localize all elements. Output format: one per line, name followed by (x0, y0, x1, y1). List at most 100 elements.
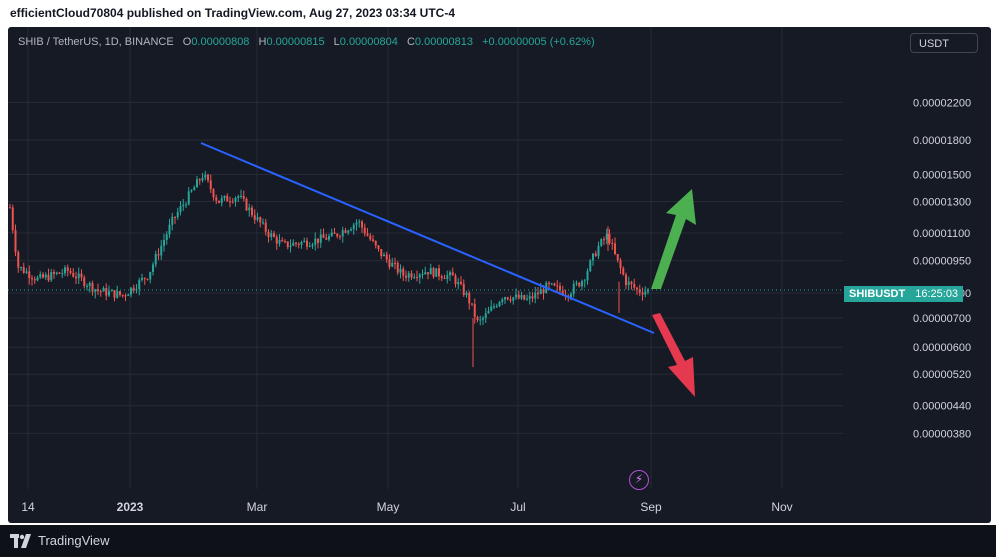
candle-body (619, 260, 622, 269)
x-tick-label: Mar (247, 500, 268, 514)
candle-body (64, 267, 66, 274)
candle-body (638, 289, 641, 293)
legend-symbol[interactable]: SHIB / TetherUS, 1D, BINANCE (18, 36, 174, 48)
candle-body (515, 294, 517, 298)
currency-button[interactable]: USDT (910, 33, 978, 53)
candle-body (614, 243, 616, 254)
candle-body (341, 230, 344, 237)
chart-panel[interactable]: 0.00002200 0.00001800 0.00001500 0.00001300… (8, 27, 991, 523)
candle-body (127, 294, 130, 296)
candle-body (644, 291, 647, 295)
candle-body (160, 245, 163, 256)
candle-body (308, 246, 311, 248)
candle-body (482, 317, 484, 320)
candle-body (193, 187, 196, 191)
candle-body (484, 313, 487, 318)
candle-body (99, 291, 102, 293)
candle-body (572, 284, 575, 294)
candle-body (146, 279, 149, 281)
candle-body (163, 240, 165, 246)
candle-body (462, 283, 465, 296)
candle-body (80, 273, 83, 278)
candle-body (182, 204, 185, 207)
candle-body (498, 301, 501, 307)
candle-body (627, 281, 630, 285)
candle-body (259, 217, 262, 223)
candle-body (317, 238, 319, 243)
candle-body (495, 306, 498, 308)
candle-body (322, 234, 325, 238)
candle-body (53, 271, 55, 274)
footer-bar: TradingView (0, 525, 996, 557)
candle-body (91, 282, 94, 292)
candle-body (611, 243, 614, 245)
candle-body (25, 271, 28, 273)
candle-body (33, 279, 36, 281)
candle-body (468, 292, 471, 304)
y-tick-label: 0.00002200 (913, 97, 971, 109)
up-arrow[interactable] (651, 189, 696, 289)
candle-body (506, 297, 509, 300)
candle-body (435, 268, 438, 277)
candle-body (355, 222, 358, 225)
candle-body (69, 270, 72, 273)
candle-body (209, 180, 212, 190)
candle-body (625, 274, 627, 285)
down-arrow[interactable] (652, 313, 695, 397)
candle-body (86, 286, 88, 288)
candle-body (509, 299, 512, 301)
candle-body (278, 240, 281, 244)
x-tick-label: Sep (640, 500, 662, 514)
chart-canvas[interactable]: 0.00002200 0.00001800 0.00001500 0.00001300… (8, 27, 991, 523)
candle-body (132, 287, 135, 291)
candle-body (622, 268, 625, 275)
candle-body (42, 274, 44, 278)
candle-body (97, 289, 99, 292)
candle-body (226, 195, 229, 202)
candle-body (517, 294, 520, 299)
candle-body (130, 287, 132, 295)
lightning-event-icon[interactable]: ⚡ (629, 470, 649, 490)
candle-body (443, 277, 446, 279)
candle-body (116, 291, 119, 298)
candle-body (212, 189, 215, 198)
candle-body (248, 207, 251, 211)
candle-body (292, 242, 295, 246)
candle-body (11, 207, 14, 231)
candle-body (281, 240, 284, 242)
candle-body (407, 273, 410, 278)
candle-body (328, 236, 330, 240)
candle-body (473, 303, 476, 317)
candle-body (168, 224, 171, 235)
candle-body (289, 245, 292, 248)
candle-body (336, 233, 339, 237)
candle-body (204, 174, 207, 178)
candle-body (366, 233, 369, 236)
candle-body (361, 221, 363, 228)
candle-body (350, 229, 352, 231)
candle-body (105, 287, 108, 296)
x-tick-label: Jul (510, 500, 525, 514)
x-tick-label: 14 (21, 500, 35, 514)
candle-body (119, 291, 121, 295)
candle-body (9, 207, 11, 209)
candle-body (592, 253, 594, 261)
candle-body (171, 216, 174, 225)
candle-body (314, 238, 317, 245)
candle-body (633, 283, 636, 288)
candle-body (198, 179, 201, 181)
candle-body (523, 295, 526, 300)
x-tick-label: May (377, 500, 400, 514)
tradingview-logo[interactable]: TradingView (10, 533, 110, 548)
candle-body (636, 287, 638, 290)
candle-body (31, 278, 33, 280)
candle-body (121, 294, 124, 296)
y-tick-label: 0.00001300 (913, 196, 971, 208)
candle-body (185, 204, 187, 206)
y-tick-label: 0.00001500 (913, 170, 971, 182)
candle-body (575, 282, 578, 285)
trendline[interactable] (200, 142, 655, 334)
price-tag-symbol: SHIBUSDT (849, 288, 906, 300)
candle-body (220, 198, 223, 203)
candle-body (196, 179, 198, 188)
